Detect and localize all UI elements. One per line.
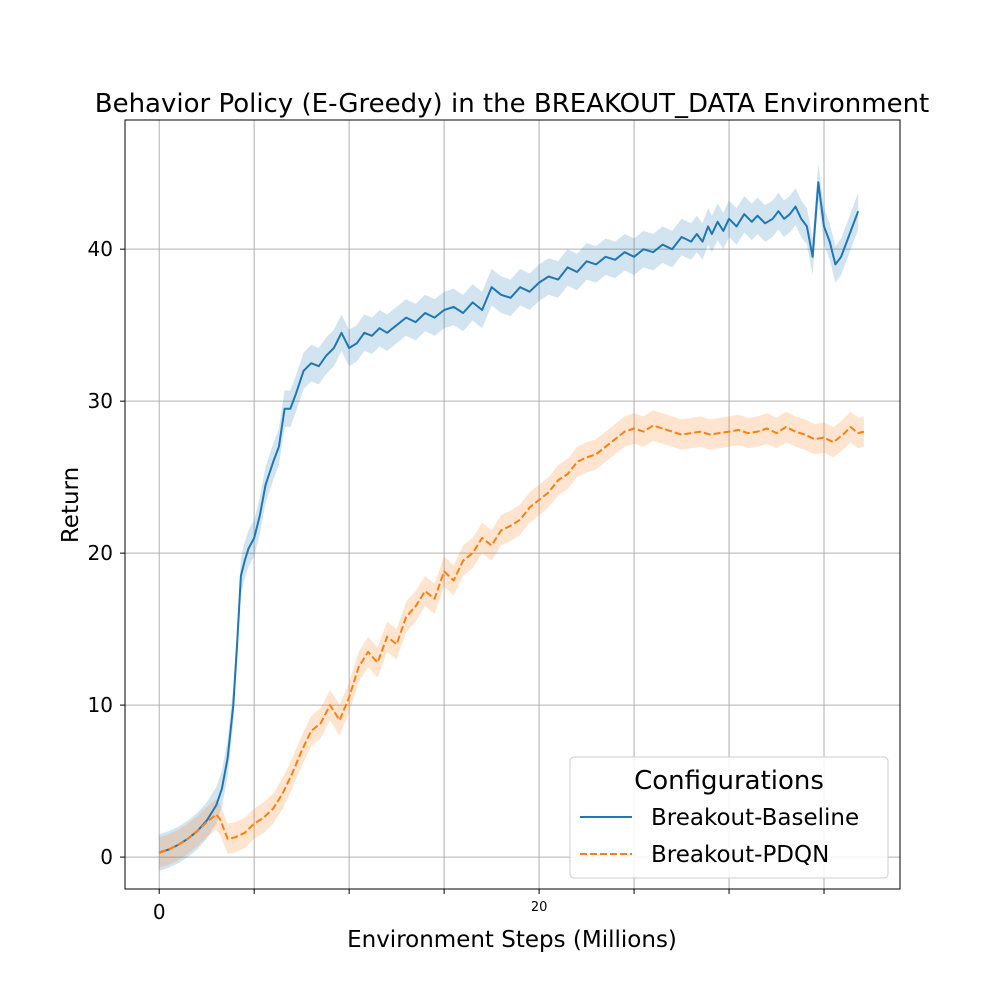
legend-label-breakout-baseline: Breakout-Baseline [651, 805, 859, 831]
series-lines [158, 181, 865, 854]
confidence-bands [159, 164, 864, 871]
x-tick-label-0: 0 [153, 900, 166, 924]
legend-label-breakout-pdqn: Breakout-PDQN [651, 842, 829, 868]
x-tick-label-4: 20 [531, 900, 548, 915]
chart-title: Behavior Policy (E-Greedy) in the BREAKO… [95, 89, 930, 119]
axis-ticks: 0 20 0 10 20 30 40 [88, 237, 825, 924]
plot-area-frame [124, 119, 901, 890]
y-tick-label-0: 0 [100, 845, 113, 869]
line-breakout-pdqn [158, 424, 865, 854]
legend-title: Configurations [634, 766, 824, 796]
y-tick-label-1: 10 [88, 693, 113, 717]
legend: Configurations Breakout-Baseline Breakou… [569, 756, 889, 879]
y-tick-label-4: 40 [88, 237, 113, 261]
y-axis-label: Return [58, 467, 84, 543]
x-axis-label: Environment Steps (Millions) [347, 927, 677, 953]
y-tick-label-2: 20 [88, 541, 113, 565]
gridlines [125, 120, 900, 889]
y-tick-label-3: 30 [88, 389, 113, 413]
legend-box [569, 756, 889, 879]
band-breakout-baseline [159, 164, 859, 871]
line-breakout-baseline [158, 181, 860, 854]
